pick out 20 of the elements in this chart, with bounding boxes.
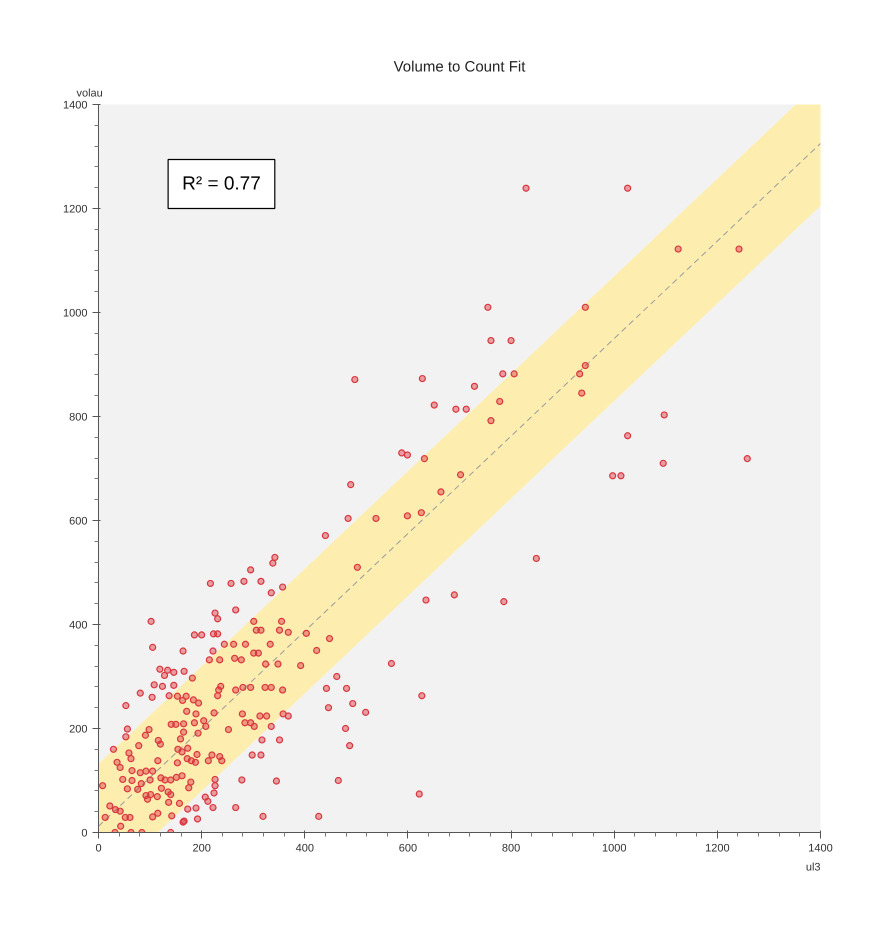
chart-title: Volume to Count Fit — [394, 58, 526, 76]
x-tick-label: 1000 — [602, 842, 626, 854]
y-tick-label: 400 — [69, 620, 88, 632]
x-tick-label: 1400 — [808, 842, 833, 854]
x-tick-label: 0 — [95, 842, 102, 854]
x-tick-label: 400 — [296, 842, 314, 854]
x-tick-label: 200 — [192, 842, 211, 854]
y-tick-label: 1200 — [63, 204, 88, 216]
y-tick-label: 0 — [81, 828, 88, 840]
y-tick-label: 800 — [69, 412, 88, 424]
annotation: R² = 0.77 — [182, 174, 261, 194]
x-tick-label: 600 — [398, 842, 418, 854]
y-tick-label: 1000 — [63, 308, 88, 320]
x-axis-title: ul3 — [806, 862, 821, 874]
y-tick-label: 1400 — [63, 100, 88, 112]
y-tick-label: 600 — [69, 516, 88, 528]
y-axis-title: volau — [76, 88, 103, 100]
x-tick-label: 1200 — [705, 842, 730, 854]
x-tick-label: 800 — [502, 842, 520, 854]
y-tick-label: 200 — [69, 724, 88, 736]
